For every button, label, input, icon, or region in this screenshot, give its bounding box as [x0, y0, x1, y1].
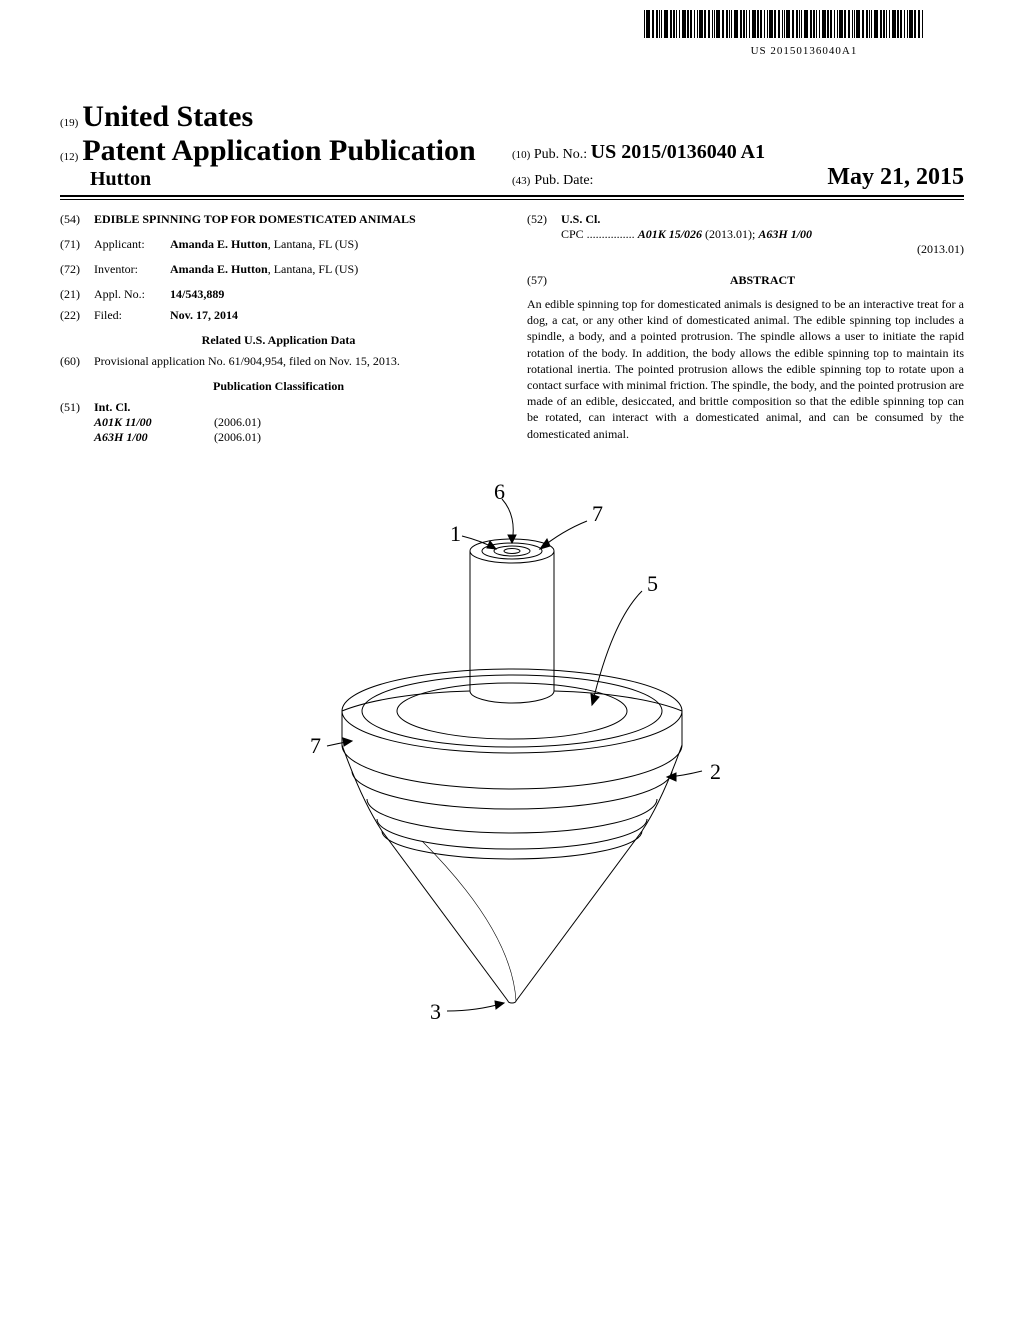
fig-label-2: 2	[710, 759, 721, 784]
rule-thick	[60, 195, 964, 197]
title-row: (54) EDIBLE SPINNING TOP FOR DOMESTICATE…	[60, 212, 497, 227]
provisional-text: Provisional application No. 61/904,954, …	[94, 354, 497, 369]
inventor-label: Inventor:	[94, 262, 170, 277]
intcl1-code: A01K 11/00	[94, 415, 214, 430]
author-name: Hutton	[90, 168, 151, 190]
fig-label-7b: 7	[310, 733, 321, 758]
fig-label-6: 6	[494, 481, 505, 504]
applicant-row: (71) Applicant: Amanda E. Hutton, Lantan…	[60, 237, 497, 252]
barcode-number: US 20150136040A1	[644, 45, 964, 57]
publication-type: Patent Application Publication	[82, 134, 475, 167]
filed-date: Nov. 17, 2014	[170, 308, 238, 322]
intcl-label: Int. Cl.	[94, 400, 130, 414]
inventor-name: Amanda E. Hutton	[170, 262, 268, 276]
pubclass-heading: Publication Classification	[60, 379, 497, 394]
rule-thin	[60, 199, 964, 200]
cpc1: A01K 15/026	[638, 227, 702, 241]
code-52: (52)	[527, 212, 561, 257]
intcl2-code: A63H 1/00	[94, 430, 214, 445]
fig-label-7a: 7	[592, 501, 603, 526]
applicant-loc: , Lantana, FL (US)	[268, 237, 359, 251]
cpc2-date: (2013.01)	[561, 242, 964, 257]
applicant-name: Amanda E. Hutton	[170, 237, 268, 251]
inventor-loc: , Lantana, FL (US)	[268, 262, 359, 276]
code-60: (60)	[60, 354, 94, 369]
code-71: (71)	[60, 237, 94, 252]
fig-label-1: 1	[450, 521, 461, 546]
cpc1-date: (2013.01);	[705, 227, 755, 241]
intcl1-date: (2006.01)	[214, 415, 261, 430]
uscl-label: U.S. Cl.	[561, 212, 600, 226]
provisional-row: (60) Provisional application No. 61/904,…	[60, 354, 497, 369]
patent-drawing-svg: 6 1 7 5 2 7 3	[272, 481, 752, 1041]
barcode	[644, 10, 964, 43]
filed-label: Filed:	[94, 308, 170, 323]
filed-row: (22) Filed: Nov. 17, 2014	[60, 308, 497, 323]
barcode-block: US 20150136040A1	[644, 10, 964, 57]
appl-label: Appl. No.:	[94, 287, 170, 302]
barcode-svg	[644, 10, 964, 38]
patent-page: US 20150136040A1 (19) United States (12)…	[0, 0, 1024, 1320]
code-51: (51)	[60, 400, 94, 445]
abstract-heading: ABSTRACT	[561, 273, 964, 288]
fig-label-5: 5	[647, 571, 658, 596]
code-57: (57)	[527, 273, 561, 296]
appl-no: 14/543,889	[170, 287, 224, 301]
fig-label-3: 3	[430, 999, 441, 1024]
biblio-columns: (54) EDIBLE SPINNING TOP FOR DOMESTICATE…	[60, 212, 964, 451]
code-54: (54)	[60, 212, 94, 227]
code-22: (22)	[60, 308, 94, 323]
pub-no-label: Pub. No.:	[534, 147, 587, 162]
code-21: (21)	[60, 287, 94, 302]
pub-date-label: Pub. Date:	[534, 173, 593, 189]
pub-no: US 2015/0136040 A1	[591, 141, 765, 163]
code-10: (10)	[512, 149, 530, 161]
right-column: (52) U.S. Cl. CPC ................ A01K …	[527, 212, 964, 451]
code-19: (19)	[60, 117, 78, 129]
code-43: (43)	[512, 175, 530, 187]
inventor-value: Amanda E. Hutton, Lantana, FL (US)	[170, 262, 497, 277]
appl-row: (21) Appl. No.: 14/543,889	[60, 287, 497, 302]
related-heading: Related U.S. Application Data	[60, 333, 497, 348]
applicant-value: Amanda E. Hutton, Lantana, FL (US)	[170, 237, 497, 252]
inventor-row: (72) Inventor: Amanda E. Hutton, Lantana…	[60, 262, 497, 277]
applicant-label: Applicant:	[94, 237, 170, 252]
header: (19) United States (12) Patent Applicati…	[60, 100, 964, 200]
uscl-row: (52) U.S. Cl. CPC ................ A01K …	[527, 212, 964, 257]
cpc-prefix: CPC ................	[561, 227, 635, 241]
pub-date: May 21, 2015	[827, 164, 964, 191]
intcl-row: (51) Int. Cl. A01K 11/00 (2006.01) A63H …	[60, 400, 497, 445]
country: United States	[82, 100, 253, 133]
code-12: (12)	[60, 151, 78, 163]
abstract-text: An edible spinning top for domesticated …	[527, 296, 964, 442]
cpc2: A63H 1/00	[758, 227, 812, 241]
code-72: (72)	[60, 262, 94, 277]
invention-title: EDIBLE SPINNING TOP FOR DOMESTICATED ANI…	[94, 212, 497, 227]
abstract-block: (57) ABSTRACT An edible spinning top for…	[527, 273, 964, 442]
left-column: (54) EDIBLE SPINNING TOP FOR DOMESTICATE…	[60, 212, 497, 451]
intcl2-date: (2006.01)	[214, 430, 261, 445]
cpc-line: CPC ................ A01K 15/026 (2013.0…	[561, 227, 964, 242]
figure: 6 1 7 5 2 7 3	[60, 481, 964, 1046]
